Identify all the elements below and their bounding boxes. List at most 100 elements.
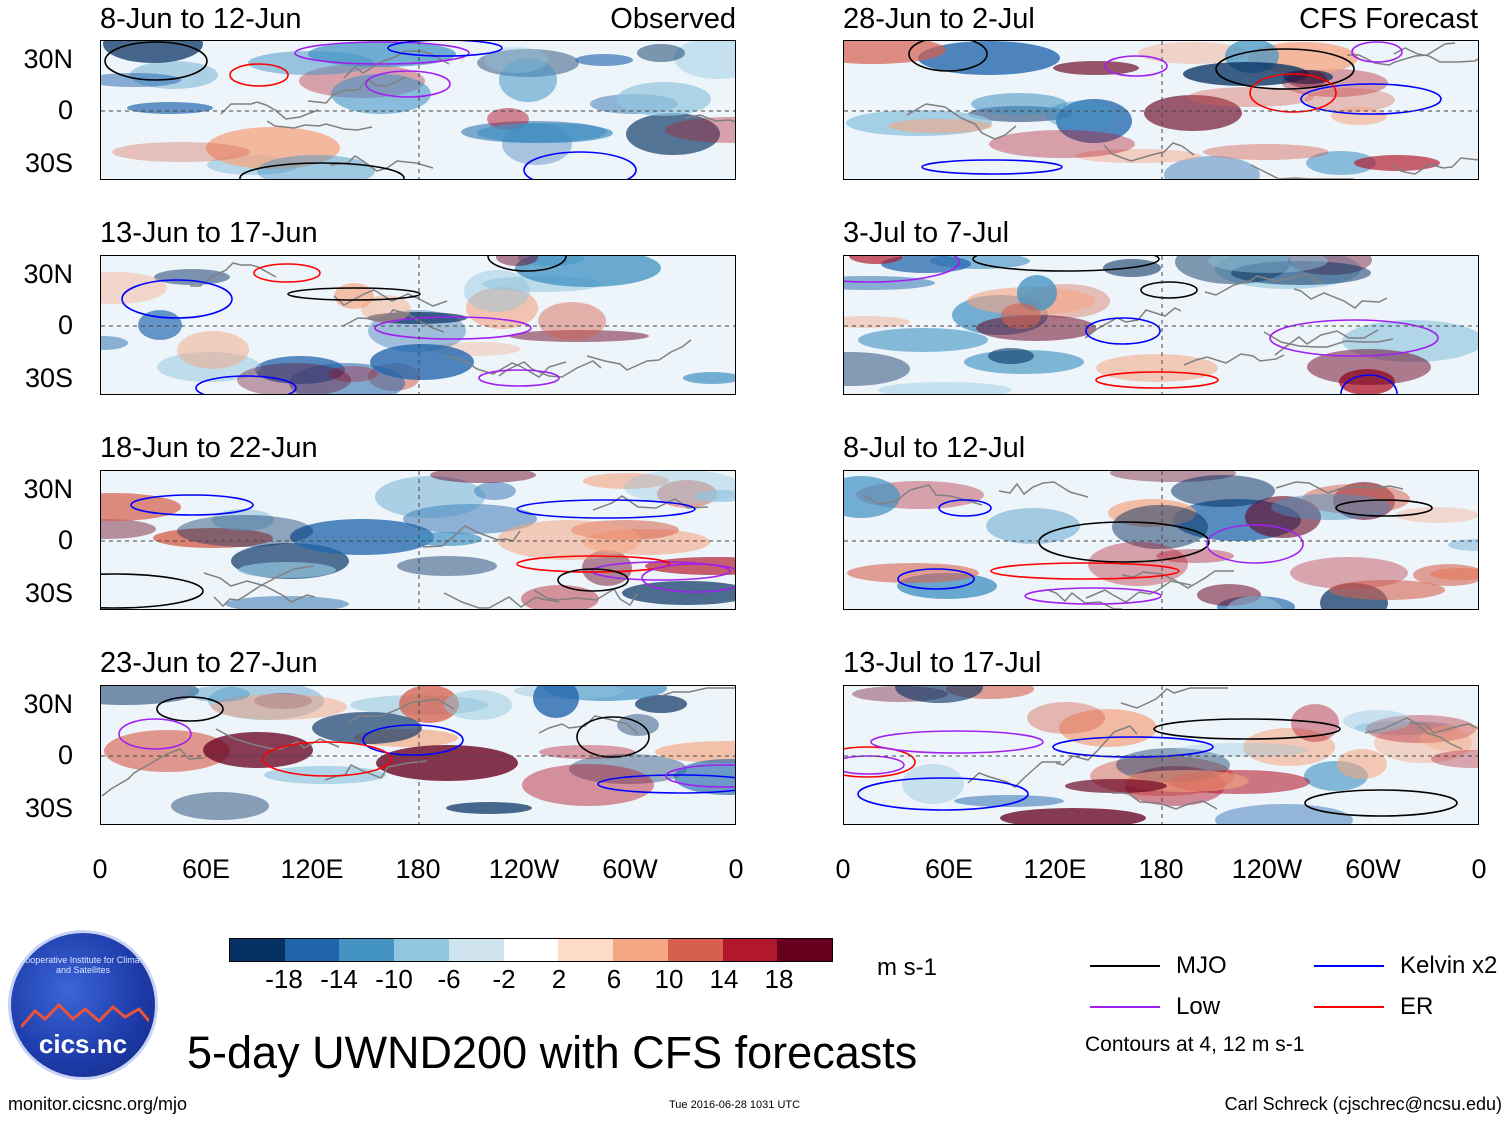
anomaly-blob (361, 295, 411, 323)
footer-author: Carl Schreck (cjschrec@ncsu.edu) (1224, 1094, 1502, 1114)
anomaly-blob (881, 256, 971, 273)
logo-text: cics.nc (38, 1029, 128, 1059)
coastline (203, 572, 316, 603)
wave-contour (1335, 499, 1433, 517)
cicsnc-logo: Cooperative Institute for Climate and Sa… (8, 930, 158, 1080)
anomaly-blob (1065, 779, 1167, 793)
anomaly-blob (1215, 804, 1353, 824)
colorbar-tick: -14 (320, 964, 358, 994)
panel-title-l2: 18-Jun to 22-Jun (100, 432, 318, 464)
wave-contour (156, 696, 224, 722)
anomaly-blob (954, 795, 1064, 807)
wave-contour (591, 561, 731, 581)
wave-contour (374, 316, 532, 340)
anomaly-blob (101, 519, 156, 539)
anomaly-blob (444, 690, 512, 720)
anomaly-blob (1413, 564, 1478, 586)
legend-line-er (1314, 1006, 1384, 1008)
anomaly-blob (1056, 99, 1132, 143)
wave-contour (121, 279, 233, 319)
anomaly-blob (902, 764, 964, 804)
lon-label: 120W (1231, 854, 1303, 884)
anomaly-blob (403, 504, 537, 534)
colorbar-segment (777, 939, 833, 961)
wave-contour (938, 499, 992, 517)
coastline (445, 355, 567, 378)
wave-contour (921, 159, 1063, 175)
map-field (101, 471, 735, 609)
lat-label-30n: 30N (23, 474, 73, 504)
colorbar-segment (339, 939, 395, 961)
lat-label-eq: 0 (57, 740, 73, 770)
anomaly-blob (238, 562, 336, 578)
coastline (333, 289, 448, 307)
anomaly-blob (569, 754, 687, 784)
colorbar-tick: -18 (265, 964, 303, 994)
map-field (101, 256, 735, 394)
anomaly-blob (312, 712, 422, 744)
colorbar-units: m s-1 (877, 954, 937, 981)
anomaly-blob (988, 348, 1034, 364)
anomaly-blob (637, 44, 685, 62)
panel-title-r1: 3-Jul to 7-Jul (843, 217, 1010, 249)
wave-contour (557, 568, 629, 592)
panel-title-r0: 28-Jun to 2-Jul (843, 3, 1035, 35)
coastline (1204, 273, 1324, 296)
coastline (1408, 722, 1478, 734)
anomaly-blob (1171, 475, 1275, 507)
anomaly-blob (264, 766, 386, 784)
coastline (347, 698, 455, 724)
anomaly-blob (1001, 303, 1041, 329)
anomaly-blob (847, 563, 979, 583)
map-panel-observed-1 (100, 40, 736, 180)
anomaly-blob (212, 509, 274, 531)
wave-contour (1300, 83, 1442, 115)
colorbar-tick: 2 (551, 964, 567, 994)
anomaly-blob (177, 331, 249, 369)
legend-item-low: Low (1090, 993, 1220, 1021)
wave-contour (287, 287, 421, 301)
coastline (266, 120, 373, 131)
coastline (1055, 725, 1138, 766)
anomaly-blob (1144, 95, 1242, 131)
anomaly-blob (1329, 580, 1445, 600)
anomaly-blob (1291, 704, 1339, 742)
wave-contour (1304, 789, 1458, 817)
anomaly-blob (1302, 484, 1410, 514)
colorbar-tick: 14 (709, 964, 739, 994)
colorbar-segment (667, 939, 723, 961)
anomaly-blob (1431, 750, 1478, 768)
colorbar-tick: -6 (437, 964, 461, 994)
wave-contour (990, 562, 1180, 580)
map-field (844, 686, 1478, 824)
wave-contour (1351, 41, 1403, 63)
wave-contour (523, 151, 637, 179)
anomaly-blob (412, 532, 482, 546)
anomaly-blob (203, 732, 313, 768)
anomaly-blob (225, 596, 349, 609)
footer-url[interactable]: monitor.cicsnc.org/mjo (8, 1094, 188, 1114)
anomaly-blob (103, 41, 203, 63)
wave-contour (1140, 281, 1198, 299)
anomaly-blob (127, 102, 213, 114)
panel-title-r3: 13-Jul to 17-Jul (843, 647, 1042, 679)
anomaly-blob (509, 330, 649, 342)
legend-line-mjo (1090, 965, 1160, 967)
wave-contour (1215, 48, 1355, 90)
wave-contour (908, 41, 988, 72)
coastline (862, 484, 983, 506)
colorbar-segment (503, 939, 559, 961)
wave-contour (195, 375, 297, 394)
lat-label-30n: 30N (23, 689, 73, 719)
coastline (1263, 331, 1394, 348)
anomaly-blob (674, 759, 735, 795)
anomaly-blob (674, 41, 735, 79)
wave-contour (387, 41, 503, 57)
anomaly-blob (1226, 596, 1282, 609)
lat-label-30n: 30N (23, 259, 73, 289)
coastline (1275, 481, 1404, 494)
anomaly-blob (1420, 724, 1478, 752)
colorbar-segment (230, 939, 285, 961)
wave-contour (101, 573, 204, 609)
anomaly-blob (237, 363, 351, 394)
